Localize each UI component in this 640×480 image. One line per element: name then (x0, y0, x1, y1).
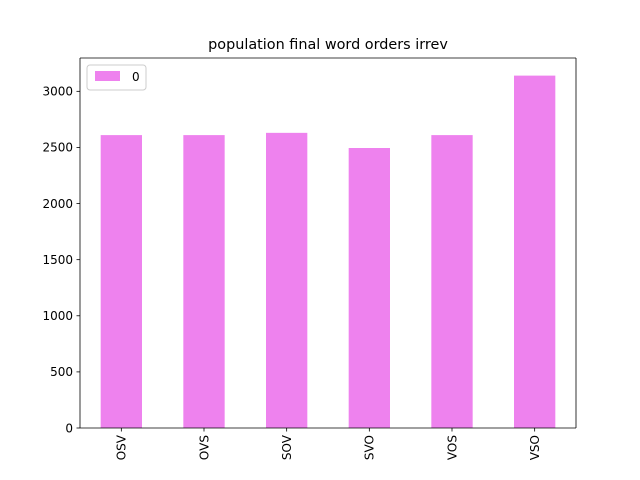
x-tick-label-sov: SOV (280, 434, 294, 460)
legend: 0 (86, 64, 147, 91)
y-tick-label: 3000 (42, 85, 73, 99)
y-tick-label: 1500 (42, 253, 73, 267)
chart-title: population final word orders irrev (208, 37, 448, 53)
x-tick-label-vos: VOS (445, 435, 459, 460)
y-ticks-group: 0 500 1000 1500 2000 2500 3000 (42, 85, 80, 435)
legend-label: 0 (132, 70, 140, 84)
axes-group (79, 57, 577, 429)
bar-svo (348, 148, 390, 428)
bar-vso (514, 75, 556, 429)
bar-vos (431, 135, 473, 428)
x-tick-label-ovs: OVS (197, 435, 211, 460)
x-tick-label-osv: OSV (115, 434, 129, 460)
y-tick-label: 0 (65, 421, 73, 435)
x-ticks-group: OSV OVS SOV SVO VOS VSO (115, 428, 542, 460)
y-tick-label: 2500 (42, 141, 73, 155)
y-tick-label: 500 (50, 365, 73, 379)
x-tick-label-vso: VSO (528, 435, 542, 460)
y-tick-label: 2000 (42, 197, 73, 211)
bars-group (100, 75, 556, 429)
legend-swatch (95, 71, 120, 81)
x-tick-label-svo: SVO (363, 435, 377, 460)
y-tick-label: 1000 (42, 309, 73, 323)
bar-osv (100, 135, 142, 428)
bar-ovs (183, 135, 225, 428)
bar-sov (266, 132, 308, 428)
